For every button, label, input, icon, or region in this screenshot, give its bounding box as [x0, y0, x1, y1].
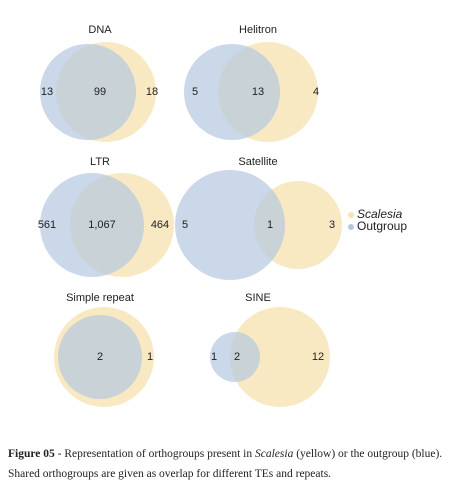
venn-count: 561 — [38, 219, 56, 231]
venn-count: 4 — [313, 86, 319, 98]
venn-count: 5 — [192, 86, 198, 98]
venn-title: LTR — [90, 156, 110, 168]
legend-label: Scalesia — [357, 207, 403, 221]
caption: Figure 05 - Representation of orthogroup… — [8, 444, 453, 484]
venn-count: 5 — [182, 219, 188, 231]
caption-text: (yellow) or the outgroup (blue). Shared … — [8, 448, 443, 480]
venn-count: 13 — [41, 86, 53, 98]
legend-swatch — [348, 224, 354, 230]
venn-count: 1 — [211, 351, 217, 363]
caption-text: - Representation of orthogroups present … — [54, 448, 255, 460]
outgroup-circle — [58, 315, 142, 399]
venn-count: 1 — [147, 351, 153, 363]
legend-label: Outgroup — [357, 219, 407, 233]
venn-count: 13 — [252, 86, 264, 98]
outgroup-circle — [184, 44, 280, 140]
venn-title: Simple repeat — [66, 292, 134, 304]
venn-count: 3 — [329, 219, 335, 231]
venn-count: 99 — [94, 86, 106, 98]
venn-count: 12 — [312, 351, 324, 363]
caption-italic: Scalesia — [255, 448, 294, 460]
venn-count: 464 — [151, 219, 169, 231]
outgroup-circle — [40, 173, 144, 277]
venn-title: DNA — [88, 24, 112, 36]
outgroup-circle — [175, 170, 285, 280]
legend-swatch — [348, 212, 354, 218]
venn-count: 1,067 — [88, 219, 116, 231]
venn-count: 2 — [234, 351, 240, 363]
caption-label: Figure 05 — [8, 448, 55, 460]
outgroup-circle — [210, 332, 260, 382]
venn-count: 2 — [97, 351, 103, 363]
scalesia-circle — [230, 307, 330, 407]
venn-title: Helitron — [239, 24, 277, 36]
venn-count: 1 — [267, 219, 273, 231]
venn-title: SINE — [245, 292, 271, 304]
venn-title: Satellite — [238, 156, 277, 168]
outgroup-circle — [40, 44, 136, 140]
venn-count: 18 — [146, 86, 158, 98]
